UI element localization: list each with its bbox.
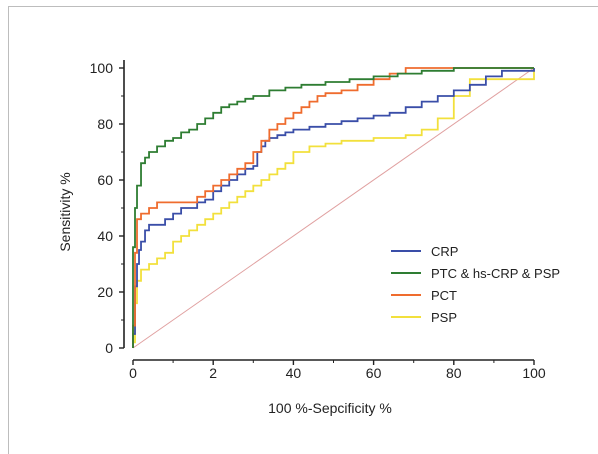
figure-frame	[8, 6, 598, 454]
y-tick-label: 0	[105, 340, 113, 356]
series-line-ptc-hs-crp-psp	[132, 67, 534, 348]
x-tick-label: 2	[209, 365, 217, 381]
legend-label-ptc-hs-crp-psp: PTC & hs-CRP & PSP	[431, 266, 560, 281]
x-axis-title: 100 %-Sepcificity %	[268, 400, 392, 416]
x-tick-label: 0	[129, 365, 137, 381]
y-tick-label: 40	[97, 228, 113, 244]
x-tick-label: 40	[286, 365, 302, 381]
legend-label-pct: PCT	[431, 288, 457, 303]
x-tick-label: 80	[446, 365, 462, 381]
x-tick-label: 100	[522, 365, 546, 381]
y-tick-label: 80	[97, 116, 113, 132]
series-line-psp	[132, 68, 535, 348]
legend-label-crp: CRP	[431, 244, 458, 259]
series-line-pct	[132, 67, 534, 348]
reference-diagonal-line	[132, 67, 535, 349]
x-tick-label: 60	[366, 365, 382, 381]
y-tick-label: 100	[90, 60, 114, 76]
y-axis-title: Sensitivity %	[57, 172, 73, 251]
y-tick-label: 60	[97, 172, 113, 188]
legend-label-psp: PSP	[431, 310, 457, 325]
y-tick-label: 20	[97, 284, 113, 300]
